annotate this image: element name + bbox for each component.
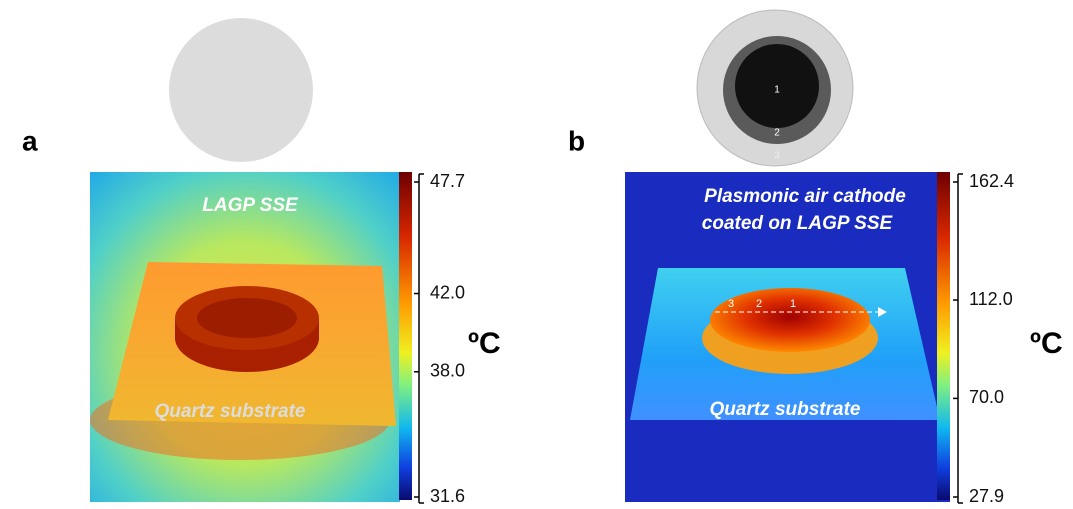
tick-label: 42.0 [430, 282, 465, 302]
photo-label: 2 [774, 128, 780, 139]
thermal-image [90, 172, 400, 502]
tick-label: 27.9 [969, 486, 1004, 506]
figure: a LAGP SSE Quartz substrate ºC b 1 2 3 3… [0, 0, 1073, 509]
tick-label: 38.0 [430, 361, 465, 381]
profile-label: 1 [790, 298, 796, 310]
image-text: Quartz substrate [710, 399, 861, 420]
tick-label: 47.7 [430, 171, 465, 191]
profile-label: 3 [728, 298, 734, 310]
image-text: Quartz substrate [155, 401, 306, 422]
tick-label: 31.6 [430, 486, 465, 506]
colorbar [937, 172, 950, 500]
image-text: Plasmonic air cathode [704, 186, 906, 207]
unit: ºC [468, 327, 501, 360]
image-text: LAGP SSE [202, 195, 299, 216]
panel-label: a [22, 125, 38, 156]
tick-label: 70.0 [969, 387, 1004, 407]
profile-label: 2 [756, 298, 762, 310]
colorbar [399, 172, 412, 500]
photo-label: 3 [774, 151, 780, 162]
tick-label: 162.4 [969, 171, 1014, 191]
unit: ºC [1030, 327, 1063, 360]
tick-label: 112.0 [969, 289, 1013, 309]
panel-label: b [568, 125, 585, 156]
sample-photo [169, 18, 313, 162]
image-text: coated on LAGP SSE [702, 213, 894, 234]
photo-label: 1 [774, 85, 780, 96]
